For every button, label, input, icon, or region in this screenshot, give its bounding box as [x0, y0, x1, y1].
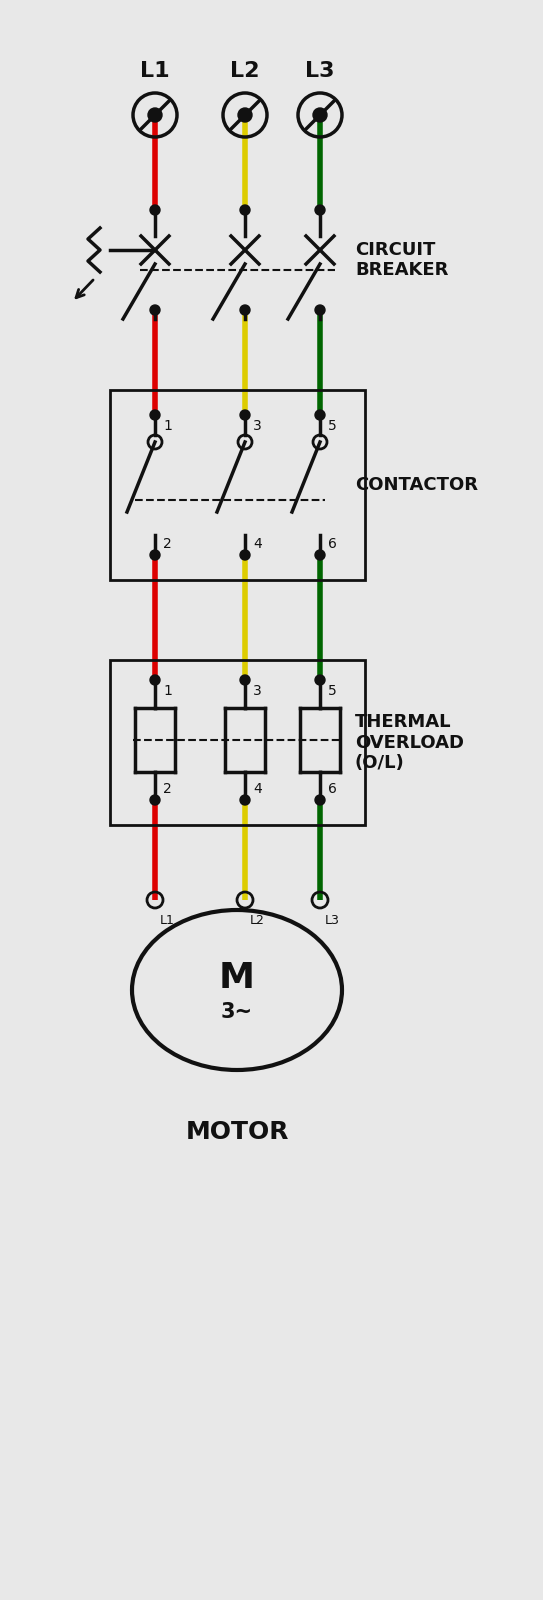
Text: L3: L3	[305, 61, 334, 82]
Text: THERMAL
OVERLOAD
(O/L): THERMAL OVERLOAD (O/L)	[355, 712, 464, 773]
Text: L1: L1	[140, 61, 170, 82]
Text: 3: 3	[253, 685, 262, 698]
Text: 5: 5	[328, 419, 337, 434]
Text: 6: 6	[328, 782, 337, 795]
Circle shape	[240, 795, 250, 805]
Text: 5: 5	[328, 685, 337, 698]
Text: 3~: 3~	[221, 1002, 253, 1022]
Circle shape	[150, 306, 160, 315]
Circle shape	[240, 306, 250, 315]
Circle shape	[150, 550, 160, 560]
Text: 2: 2	[163, 782, 172, 795]
Circle shape	[150, 675, 160, 685]
Circle shape	[315, 550, 325, 560]
Circle shape	[315, 306, 325, 315]
Circle shape	[315, 675, 325, 685]
Circle shape	[240, 410, 250, 419]
Circle shape	[240, 675, 250, 685]
Circle shape	[150, 795, 160, 805]
Text: CIRCUIT
BREAKER: CIRCUIT BREAKER	[355, 240, 449, 280]
Bar	[110, 390, 365, 579]
Text: L2: L2	[250, 914, 265, 926]
Text: CONTACTOR: CONTACTOR	[355, 477, 478, 494]
Text: 6: 6	[328, 538, 337, 550]
Text: L3: L3	[325, 914, 340, 926]
Text: 1: 1	[163, 685, 172, 698]
Text: L1: L1	[160, 914, 175, 926]
Bar	[110, 659, 365, 826]
Text: 1: 1	[163, 419, 172, 434]
Circle shape	[238, 109, 252, 122]
Circle shape	[150, 410, 160, 419]
Text: 4: 4	[253, 782, 262, 795]
Text: 3: 3	[253, 419, 262, 434]
Circle shape	[313, 109, 327, 122]
Text: M: M	[219, 962, 255, 995]
Circle shape	[240, 205, 250, 214]
Circle shape	[315, 410, 325, 419]
Circle shape	[315, 205, 325, 214]
Text: MOTOR: MOTOR	[185, 1120, 289, 1144]
Circle shape	[150, 205, 160, 214]
Text: 2: 2	[163, 538, 172, 550]
Circle shape	[240, 550, 250, 560]
Text: 4: 4	[253, 538, 262, 550]
Circle shape	[315, 795, 325, 805]
Text: L2: L2	[230, 61, 260, 82]
Circle shape	[148, 109, 162, 122]
